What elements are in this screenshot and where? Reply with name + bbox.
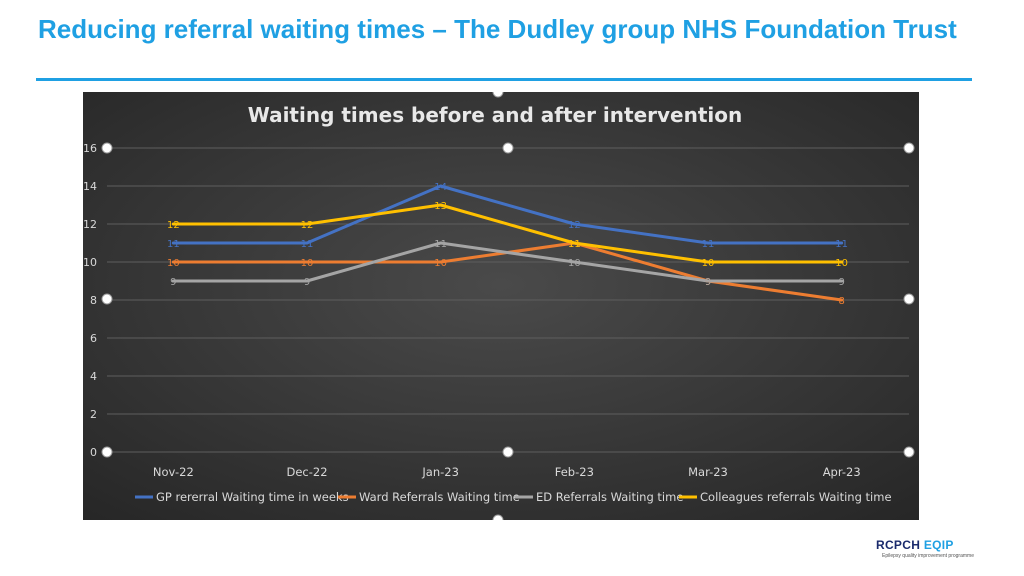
resize-handle	[502, 142, 514, 154]
data-label: 12	[301, 220, 314, 231]
chart-background	[83, 92, 919, 520]
data-label: 14	[434, 182, 447, 193]
rcpch-eqip-logo: RCPCH EQIP Epilepsy quality improvement …	[876, 538, 986, 562]
resize-handle	[492, 514, 504, 520]
data-label: 10	[167, 258, 180, 269]
resize-handle	[101, 293, 113, 305]
logo-product: EQIP	[923, 538, 954, 552]
data-label: 11	[167, 239, 180, 250]
legend-entry: Colleagues referrals Waiting time	[700, 490, 892, 504]
data-label: 10	[434, 258, 447, 269]
y-tick-label: 8	[90, 294, 97, 307]
y-tick-label: 0	[90, 446, 97, 459]
data-label: 8	[838, 296, 844, 307]
data-label: 11	[568, 239, 581, 250]
series-line	[171, 184, 844, 245]
data-label: 10	[702, 258, 715, 269]
x-tick-label: Nov-22	[153, 465, 194, 479]
chart-image[interactable]: Waiting times before and after intervent…	[83, 92, 919, 520]
data-label: 9	[705, 277, 711, 288]
data-label: 9	[838, 277, 844, 288]
series-line	[171, 203, 844, 264]
legend-entry: ED Referrals Waiting time	[536, 490, 683, 504]
chart-title: Waiting times before and after intervent…	[248, 103, 743, 127]
series-line	[171, 241, 844, 283]
y-tick-label: 12	[83, 218, 97, 231]
resize-handle	[903, 293, 915, 305]
data-label: 9	[304, 277, 310, 288]
slide-title: Reducing referral waiting times – The Du…	[38, 14, 957, 44]
data-label: 12	[167, 220, 180, 231]
legend-entry: Ward Referrals Waiting time	[359, 490, 520, 504]
resize-handle	[101, 446, 113, 458]
y-tick-label: 2	[90, 408, 97, 421]
x-tick-label: Mar-23	[688, 465, 728, 479]
y-tick-label: 16	[83, 142, 97, 155]
resize-handle	[903, 142, 915, 154]
data-label: 11	[702, 239, 715, 250]
title-underline	[36, 78, 972, 81]
y-tick-label: 4	[90, 370, 97, 383]
data-label: 11	[301, 239, 314, 250]
legend-entry: GP rererral Waiting time in weeks	[156, 490, 349, 504]
logo-brand: RCPCH	[876, 538, 921, 552]
data-label: 9	[705, 277, 711, 288]
logo-wordmark: RCPCH EQIP	[876, 538, 954, 552]
y-tick-label: 6	[90, 332, 97, 345]
data-label: 10	[301, 258, 314, 269]
y-tick-label: 10	[83, 256, 97, 269]
x-tick-label: Apr-23	[823, 465, 861, 479]
x-tick-label: Feb-23	[555, 465, 594, 479]
data-label: 10	[835, 258, 848, 269]
data-label: 13	[434, 201, 447, 212]
data-label: 11	[568, 239, 581, 250]
x-tick-label: Dec-22	[286, 465, 327, 479]
resize-handle	[903, 446, 915, 458]
x-tick-label: Jan-23	[421, 465, 459, 479]
data-label: 9	[170, 277, 176, 288]
line-chart: Waiting times before and after intervent…	[83, 92, 919, 520]
data-label: 10	[568, 258, 581, 269]
data-label: 11	[835, 239, 848, 250]
logo-tagline: Epilepsy quality improvement programme	[882, 553, 974, 559]
data-label: 11	[434, 239, 447, 250]
resize-handle	[502, 446, 514, 458]
resize-handle	[492, 92, 504, 98]
resize-handle	[101, 142, 113, 154]
y-tick-label: 14	[83, 180, 97, 193]
data-label: 12	[568, 220, 581, 231]
